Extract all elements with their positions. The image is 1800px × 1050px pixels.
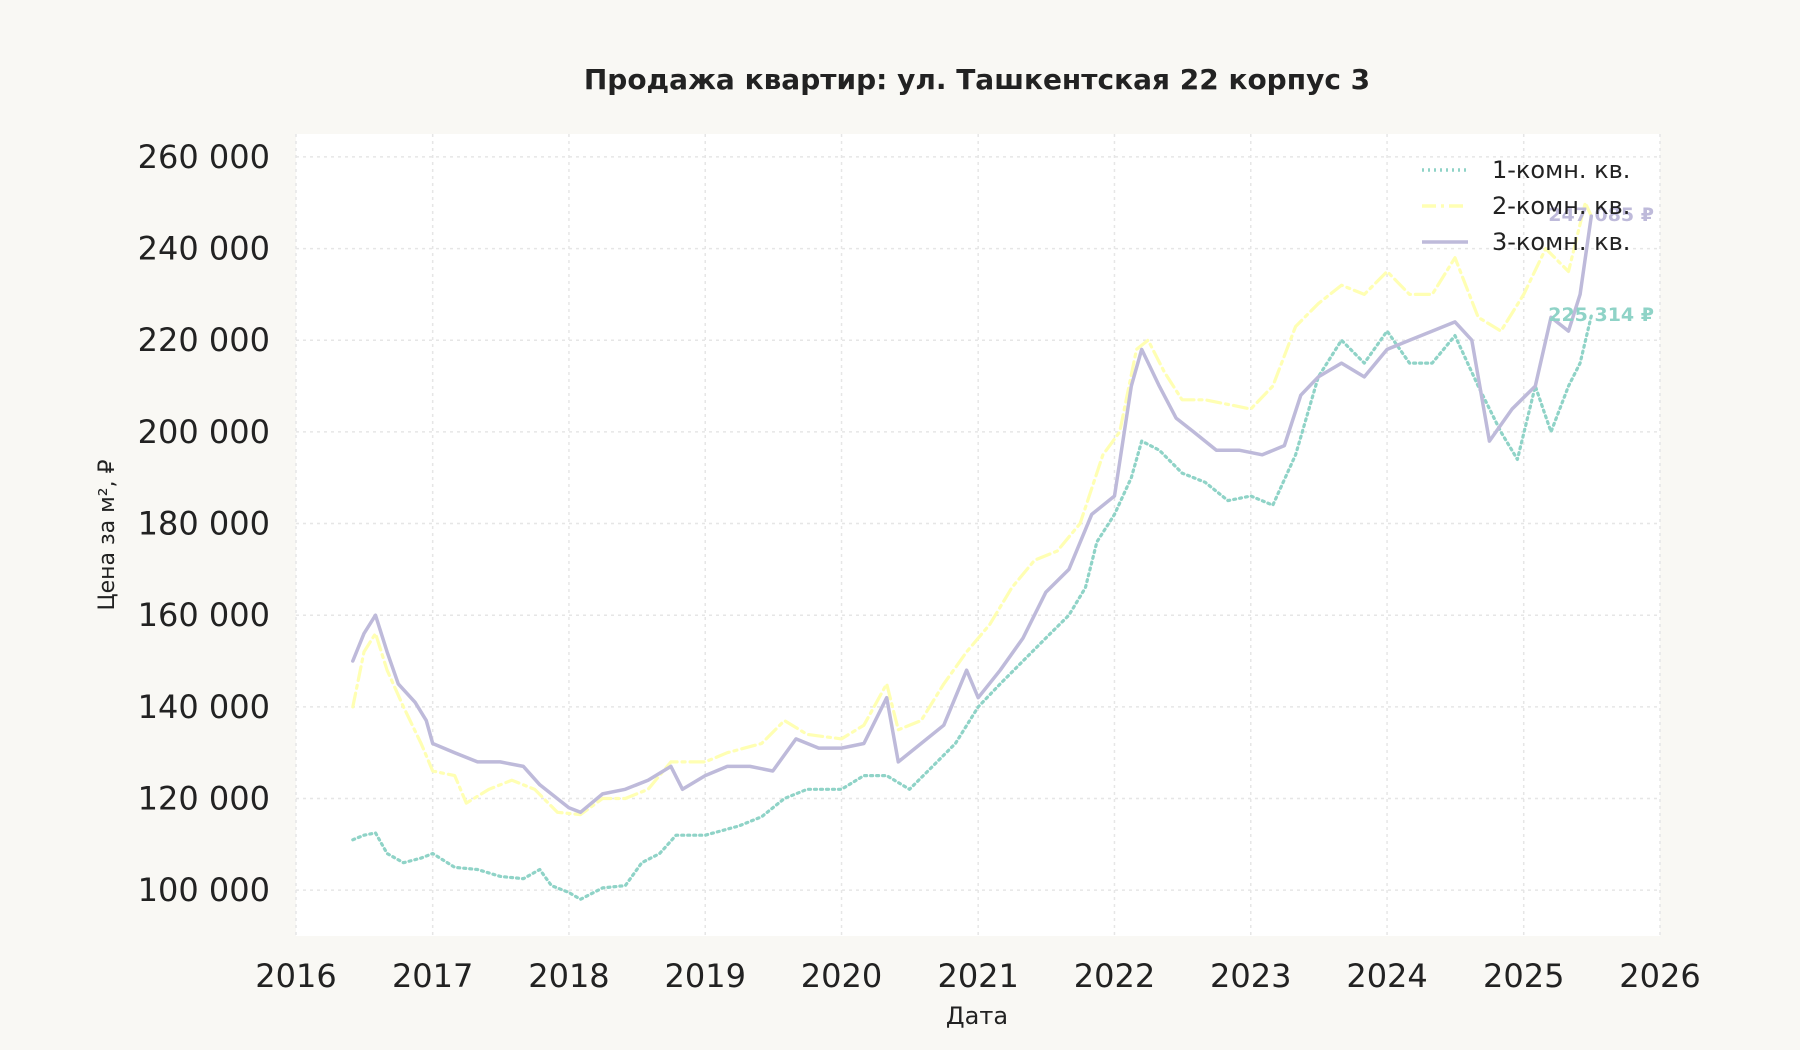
x-tick-label: 2025 bbox=[1483, 957, 1564, 995]
y-tick-label: 260 000 bbox=[138, 138, 270, 176]
x-tick-label: 2022 bbox=[1074, 957, 1155, 995]
legend-label: 1-комн. кв. bbox=[1492, 156, 1630, 184]
y-axis-label: Цена за м², ₽ bbox=[95, 459, 120, 610]
x-tick-label: 2016 bbox=[255, 957, 336, 995]
y-tick-label: 180 000 bbox=[138, 505, 270, 543]
x-tick-label: 2020 bbox=[801, 957, 882, 995]
y-tick-label: 160 000 bbox=[138, 596, 270, 634]
x-tick-label: 2023 bbox=[1210, 957, 1291, 995]
x-axis-ticks: 2016 2017 2018 2019 2020 2021 2022 2023 2024 2025… bbox=[255, 957, 1700, 995]
y-tick-label: 240 000 bbox=[138, 230, 270, 268]
grid bbox=[295, 134, 1661, 936]
legend-label: 3-комн. кв. bbox=[1492, 228, 1630, 256]
series-layer bbox=[351, 201, 1594, 901]
y-axis-ticks: 100 000 120 000 140 000 160 000 180 000 200 0… bbox=[138, 138, 270, 909]
legend-label: 2-комн. кв. bbox=[1492, 192, 1630, 220]
x-tick-label: 2021 bbox=[937, 957, 1018, 995]
x-tick-label: 2024 bbox=[1346, 957, 1427, 995]
x-tick-label: 2019 bbox=[665, 957, 746, 995]
x-tick-label: 2017 bbox=[392, 957, 473, 995]
x-tick-label: 2026 bbox=[1619, 957, 1700, 995]
y-tick-label: 220 000 bbox=[138, 321, 270, 359]
series-line-2k bbox=[351, 201, 1593, 817]
series-line-1k bbox=[351, 314, 1593, 901]
x-tick-label: 2018 bbox=[528, 957, 609, 995]
y-tick-label: 140 000 bbox=[138, 688, 270, 726]
end-value-label: 225 314 ₽ bbox=[1548, 304, 1654, 326]
series-line-3k bbox=[351, 214, 1594, 815]
x-axis-label: Дата bbox=[946, 1002, 1008, 1030]
y-tick-label: 200 000 bbox=[138, 413, 270, 451]
y-tick-label: 100 000 bbox=[138, 871, 270, 909]
legend: 1-комн. кв. 2-комн. кв. 3-комн. кв. bbox=[1422, 156, 1630, 256]
end-labels: 225 314 ₽ 247 085 ₽ bbox=[1548, 204, 1654, 326]
chart-title: Продажа квартир: ул. Ташкентская 22 корп… bbox=[584, 63, 1370, 96]
y-tick-label: 120 000 bbox=[138, 780, 270, 818]
end-value-label: 247 085 ₽ bbox=[1548, 204, 1654, 226]
